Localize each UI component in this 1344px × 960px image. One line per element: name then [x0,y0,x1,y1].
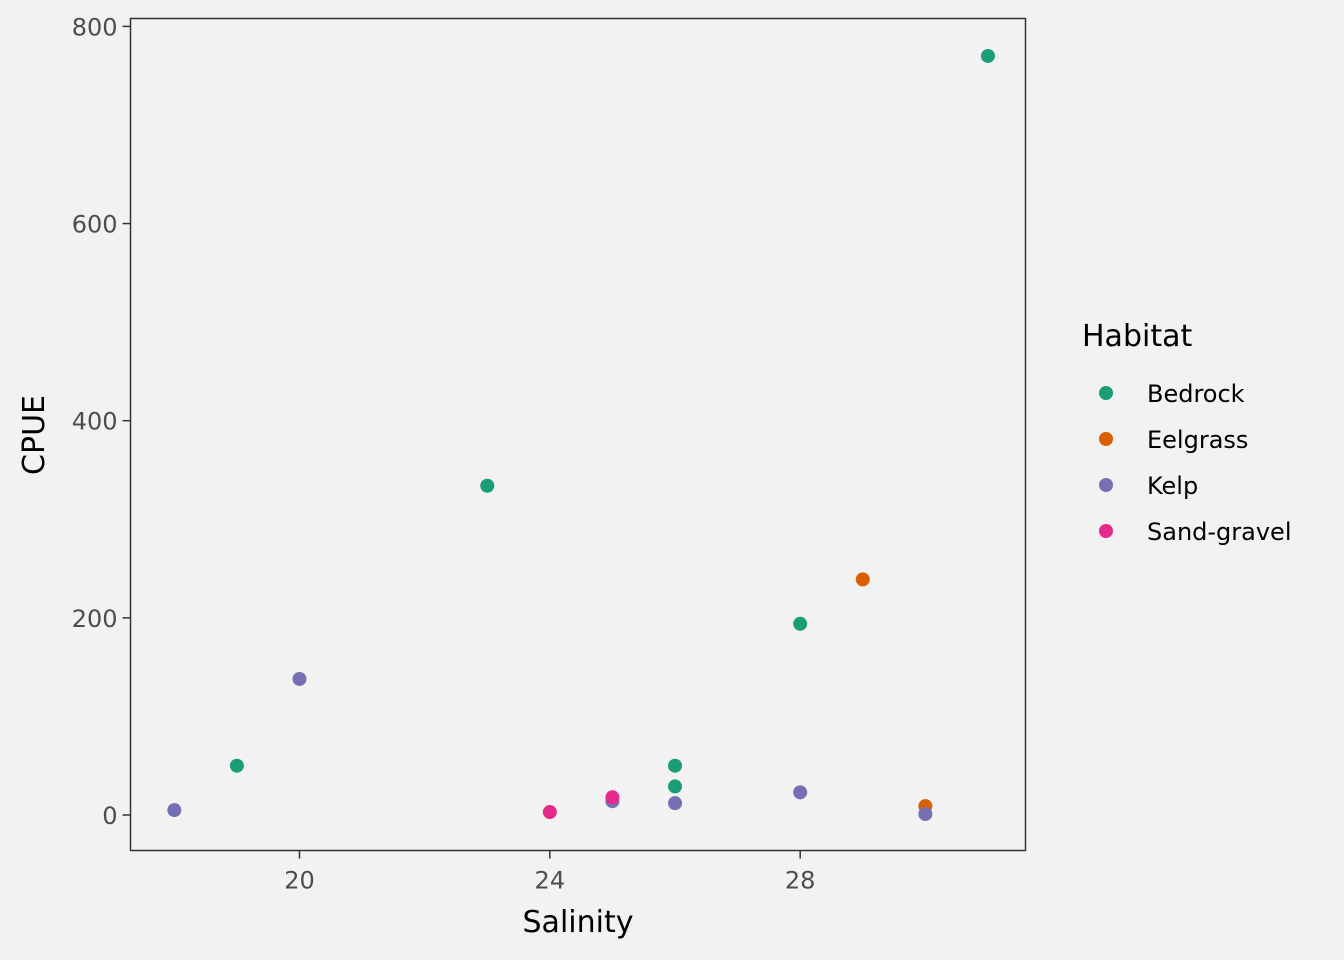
y-tick-label: 200 [72,605,118,633]
data-point-sand-gravel [605,790,620,805]
legend: Habitat Bedrock Eelgrass Kelp Sand-gravel [1082,319,1292,546]
y-axis-title: CPUE [17,395,52,475]
data-point-sand-gravel [542,805,557,820]
y-tick-label: 600 [72,211,118,239]
data-point-bedrock [480,478,495,493]
legend-key-sand-gravel [1099,524,1113,538]
legend-key-bedrock [1099,386,1113,400]
data-point-bedrock [668,758,683,773]
legend-label-sand-gravel: Sand-gravel [1147,518,1292,546]
legend-label-eelgrass: Eelgrass [1147,426,1248,454]
plot-panel [129,17,1027,852]
data-point-bedrock [980,48,995,63]
data-point-bedrock [668,779,683,794]
data-point-kelp [292,671,307,686]
y-axis: 0 200 400 600 800 [72,13,131,830]
data-point-bedrock [793,616,808,631]
x-tick-label: 20 [284,867,315,895]
y-tick-label: 800 [72,13,118,41]
data-points [167,48,995,822]
legend-label-bedrock: Bedrock [1147,380,1245,408]
legend-key-kelp [1099,478,1113,492]
data-point-eelgrass [855,572,870,587]
data-point-kelp [918,807,933,822]
data-point-kelp [668,796,683,811]
y-tick-label: 0 [102,802,117,830]
legend-label-kelp: Kelp [1147,472,1198,500]
data-point-bedrock [229,758,244,773]
legend-key-eelgrass [1099,432,1113,446]
y-tick-label: 400 [72,408,118,436]
data-point-kelp [167,803,182,818]
x-axis-title: Salinity [523,905,634,940]
x-tick-label: 28 [785,867,816,895]
data-point-kelp [793,785,808,800]
x-tick-label: 24 [535,867,566,895]
x-axis: 20 24 28 [284,850,816,895]
legend-title: Habitat [1082,319,1192,354]
